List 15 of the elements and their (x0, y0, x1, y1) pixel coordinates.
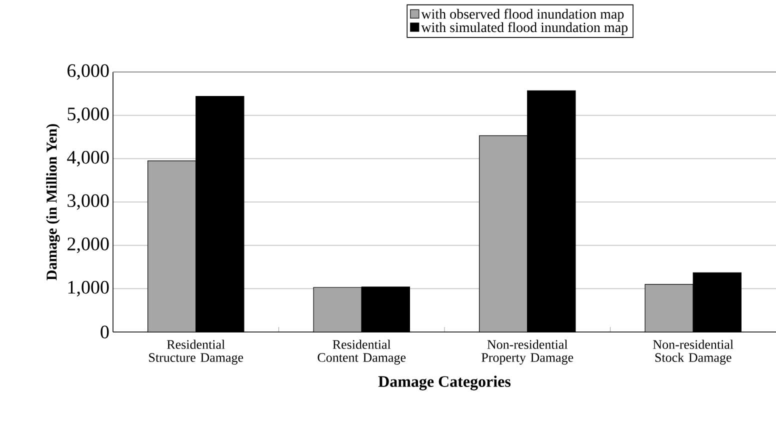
x-axis-title: Damage Categories (378, 376, 511, 390)
y-tick-label: 3,000 (68, 194, 109, 210)
y-axis-title: Damage (in Million Yen) (46, 124, 60, 280)
x-tick-label: Residential Content Damage (318, 340, 406, 365)
legend-label: with simulated flood inundation map (421, 22, 628, 35)
x-tick-label: Non-residential Property Damage (482, 340, 574, 365)
y-tick-label: 1,000 (68, 280, 109, 296)
y-tick-label: 4,000 (67, 150, 109, 166)
x-tick-label: Non-residential Stock Damage (653, 340, 734, 365)
y-tick-label: 0 (100, 326, 109, 338)
y-tick-label: 6,000 (68, 64, 109, 80)
x-tick-label: Residential Structure Damage (149, 340, 244, 365)
y-tick-label: 2,000 (68, 238, 109, 254)
legend-label: with observed flood inundation map (421, 8, 624, 22)
y-tick-label: 5,000 (68, 108, 109, 124)
